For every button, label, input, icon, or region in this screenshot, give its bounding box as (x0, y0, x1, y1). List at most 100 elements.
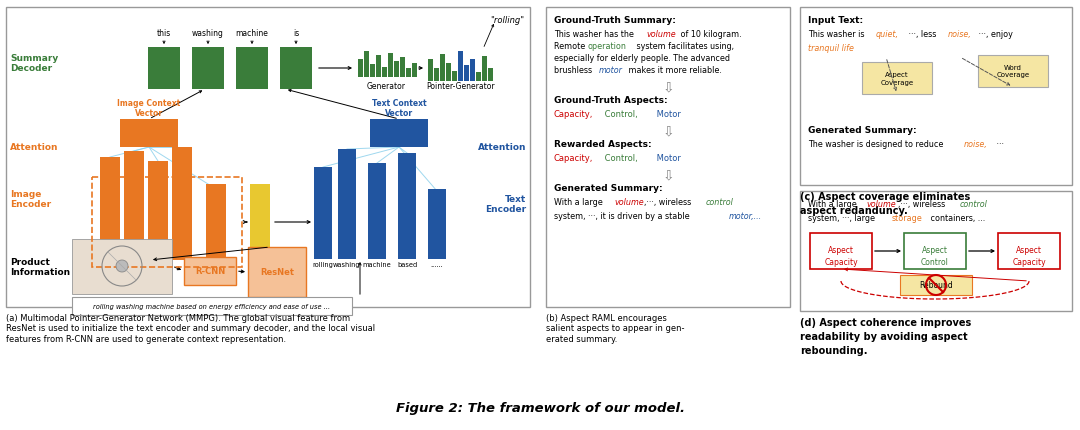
Text: volume: volume (615, 197, 644, 206)
FancyBboxPatch shape (440, 55, 445, 82)
Text: Image
Encoder: Image Encoder (10, 190, 51, 209)
FancyBboxPatch shape (464, 66, 469, 82)
Text: ⇩: ⇩ (662, 124, 674, 138)
Text: quiet,: quiet, (876, 30, 899, 39)
FancyBboxPatch shape (72, 297, 352, 315)
Text: brushless: brushless (554, 66, 595, 75)
Text: makes it more reliable.: makes it more reliable. (626, 66, 721, 75)
Text: Motor: Motor (654, 154, 680, 163)
Text: ResNet: ResNet (260, 268, 294, 277)
FancyBboxPatch shape (184, 258, 237, 286)
FancyBboxPatch shape (172, 147, 192, 209)
FancyBboxPatch shape (428, 60, 433, 82)
FancyBboxPatch shape (148, 48, 180, 90)
FancyBboxPatch shape (368, 164, 386, 206)
Text: (a) Multimodal Pointer-Generator Network (MMPG). The global visual feature from
: (a) Multimodal Pointer-Generator Network… (6, 313, 375, 343)
Text: Aspect: Aspect (922, 246, 948, 255)
FancyBboxPatch shape (800, 191, 1072, 311)
Text: system, ···, it is driven by a stable: system, ···, it is driven by a stable (554, 212, 692, 221)
Text: aspect redanduncy.: aspect redanduncy. (800, 206, 908, 215)
Text: Control,: Control, (602, 154, 638, 163)
Text: volume: volume (646, 30, 676, 39)
FancyBboxPatch shape (370, 120, 428, 147)
Text: "rolling": "rolling" (490, 16, 524, 25)
Text: rolling: rolling (312, 261, 334, 267)
Text: Capacity: Capacity (824, 258, 858, 266)
Text: This washer is: This washer is (808, 30, 867, 39)
FancyBboxPatch shape (900, 275, 972, 295)
Text: (b) Aspect RAML encourages
salient aspects to appear in gen-
erated summary.: (b) Aspect RAML encourages salient aspec… (546, 313, 685, 343)
FancyBboxPatch shape (453, 72, 457, 82)
Circle shape (116, 261, 129, 272)
Text: Ground-Truth Aspects:: Ground-Truth Aspects: (554, 96, 667, 105)
Text: machine: machine (363, 261, 391, 267)
FancyBboxPatch shape (148, 162, 168, 209)
FancyBboxPatch shape (428, 190, 446, 259)
Text: ···, less: ···, less (906, 30, 939, 39)
Text: Aspect: Aspect (828, 246, 854, 255)
Text: is: is (293, 29, 299, 38)
FancyBboxPatch shape (862, 63, 932, 95)
FancyBboxPatch shape (546, 8, 789, 307)
Text: system facilitates using,: system facilitates using, (634, 42, 734, 51)
FancyBboxPatch shape (314, 190, 332, 259)
Text: rolling washing machine based on energy efficiency and ease of use ...: rolling washing machine based on energy … (94, 303, 330, 309)
Text: Summary
Decoder: Summary Decoder (10, 54, 58, 73)
FancyBboxPatch shape (399, 190, 416, 259)
Text: ,···, wireless: ,···, wireless (644, 197, 693, 206)
Text: ,···, wireless: ,···, wireless (897, 200, 948, 209)
FancyBboxPatch shape (406, 69, 411, 78)
FancyBboxPatch shape (388, 54, 393, 78)
Text: With a large: With a large (554, 197, 605, 206)
Text: motor: motor (599, 66, 623, 75)
FancyBboxPatch shape (488, 69, 492, 82)
Text: containers, ...: containers, ... (928, 214, 985, 222)
FancyBboxPatch shape (376, 56, 381, 78)
FancyBboxPatch shape (338, 190, 356, 259)
Text: Aspect
Coverage: Aspect Coverage (880, 72, 914, 85)
Text: Input Text:: Input Text: (808, 16, 863, 25)
FancyBboxPatch shape (399, 154, 416, 206)
FancyBboxPatch shape (810, 233, 872, 269)
Text: storage: storage (892, 214, 922, 222)
Text: Pointer-Generator: Pointer-Generator (427, 82, 496, 91)
Text: Image Context
Vector: Image Context Vector (118, 98, 180, 118)
FancyBboxPatch shape (446, 64, 451, 82)
FancyBboxPatch shape (280, 48, 312, 90)
FancyBboxPatch shape (904, 233, 966, 269)
FancyBboxPatch shape (368, 190, 386, 259)
Text: Capacity,: Capacity, (554, 154, 593, 163)
FancyBboxPatch shape (458, 52, 463, 82)
Text: control: control (706, 197, 734, 206)
FancyBboxPatch shape (428, 191, 446, 206)
Text: motor,...: motor,... (729, 212, 762, 221)
Text: Attention: Attention (10, 143, 58, 152)
FancyBboxPatch shape (357, 60, 363, 78)
Text: Figure 2: The framework of our model.: Figure 2: The framework of our model. (395, 401, 685, 414)
FancyBboxPatch shape (338, 150, 356, 206)
Text: Remote: Remote (554, 42, 588, 51)
Text: readability by avoiding aspect: readability by avoiding aspect (800, 331, 968, 341)
Text: machine: machine (235, 29, 269, 38)
Text: washing: washing (192, 29, 224, 38)
FancyBboxPatch shape (100, 158, 120, 209)
Text: Motor: Motor (654, 110, 680, 119)
FancyBboxPatch shape (394, 62, 399, 78)
Text: ⇩: ⇩ (662, 80, 674, 94)
Text: this: this (157, 29, 171, 38)
Text: Generated Summary:: Generated Summary: (808, 126, 917, 135)
Text: Generated Summary:: Generated Summary: (554, 184, 663, 193)
Text: ⇩: ⇩ (662, 168, 674, 181)
Text: Rewarded Aspects:: Rewarded Aspects: (554, 140, 651, 149)
FancyBboxPatch shape (482, 57, 487, 82)
Text: Aspect: Aspect (1016, 246, 1042, 255)
Text: This washer has the: This washer has the (554, 30, 636, 39)
Text: Attention: Attention (477, 143, 526, 152)
FancyBboxPatch shape (124, 152, 144, 209)
FancyBboxPatch shape (172, 184, 192, 261)
FancyBboxPatch shape (382, 68, 387, 78)
FancyBboxPatch shape (192, 48, 224, 90)
Text: (d) Aspect coherence improves: (d) Aspect coherence improves (800, 317, 971, 327)
Text: especially for elderly people. The advanced: especially for elderly people. The advan… (554, 54, 730, 63)
Text: Capacity,: Capacity, (554, 110, 593, 119)
